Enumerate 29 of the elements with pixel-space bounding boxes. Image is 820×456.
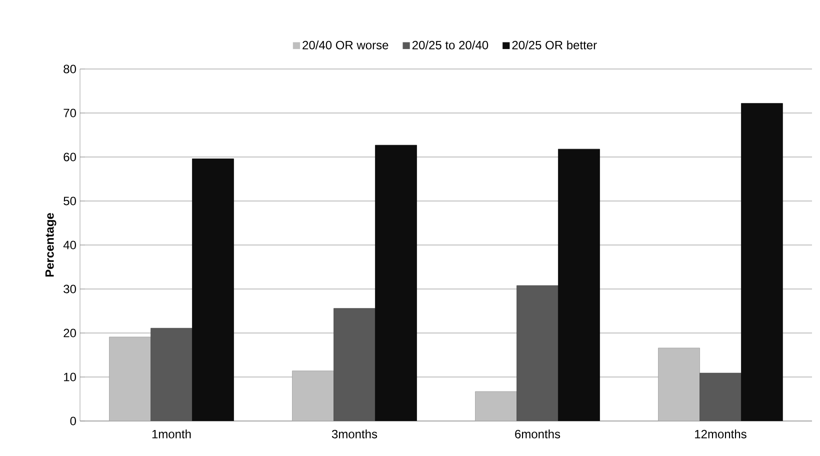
y-tick-label: 80	[64, 64, 76, 74]
bar	[334, 308, 376, 421]
bar	[475, 391, 517, 421]
bar	[700, 372, 742, 421]
legend-label: 20/25 to 20/40	[412, 40, 488, 50]
y-tick-label: 50	[64, 196, 76, 206]
bar	[375, 144, 417, 421]
y-tick-label: 20	[64, 328, 76, 338]
legend-label: 20/40 OR worse	[302, 40, 388, 50]
bar	[292, 370, 334, 421]
bar	[109, 336, 151, 421]
x-tick-label: 1month	[152, 430, 191, 438]
y-tick-label: 10	[64, 372, 76, 382]
bar	[192, 158, 234, 421]
bar	[558, 148, 600, 421]
bar	[150, 328, 192, 421]
legend-label: 20/25 OR better	[512, 40, 597, 50]
y-tick-label: 60	[64, 152, 76, 162]
y-axis-title: Percentage	[45, 213, 56, 277]
y-tick-label: 30	[64, 284, 76, 294]
x-tick-label: 3months	[332, 430, 378, 438]
bar	[658, 348, 700, 421]
y-tick-label: 40	[63, 240, 76, 250]
bar	[741, 103, 783, 421]
y-tick-label: 0	[70, 416, 76, 426]
x-tick-label: 6months	[515, 430, 560, 438]
y-tick-label: 70	[64, 108, 76, 118]
x-tick-label: 12months	[695, 430, 746, 438]
bar	[516, 285, 558, 421]
